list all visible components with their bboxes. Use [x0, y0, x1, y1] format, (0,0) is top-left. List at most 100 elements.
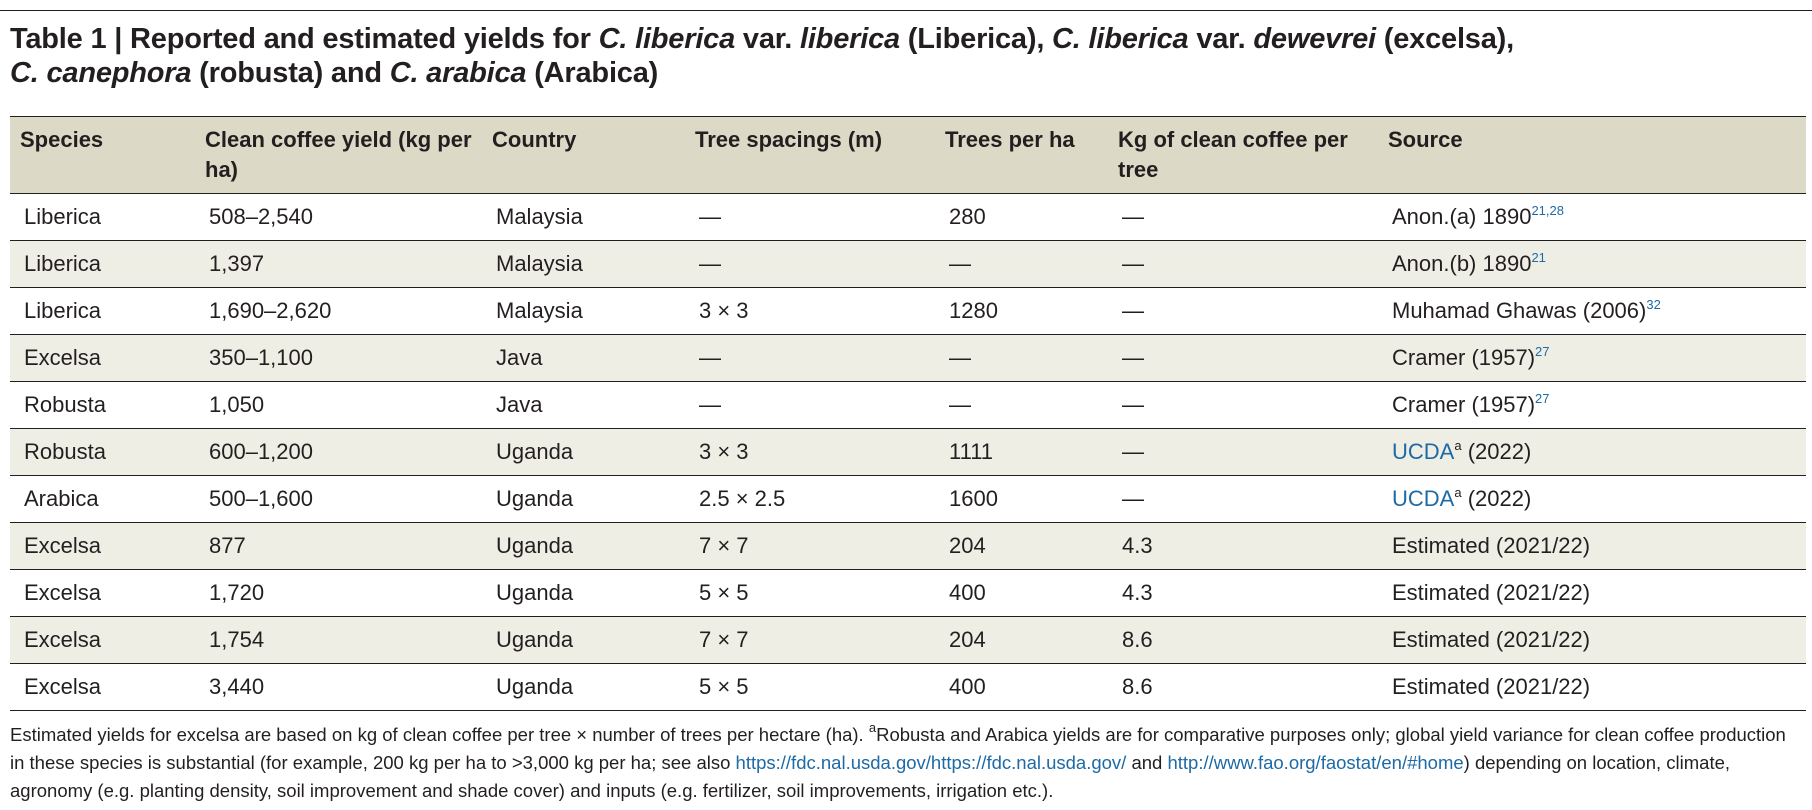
reference-superscript[interactable]: 21,28 — [1531, 203, 1564, 218]
cell-source: Muhamad Ghawas (2006)32 — [1378, 287, 1806, 335]
cell-yield: 1,690–2,620 — [195, 287, 482, 335]
cell-yield: 500–1,600 — [195, 475, 482, 523]
cell-country: Uganda — [482, 522, 685, 570]
source-text: (2022) — [1461, 486, 1532, 511]
usda-link[interactable]: https://fdc.nal.usda.gov/https://fdc.nal… — [735, 752, 1127, 773]
cell-yield: 1,720 — [195, 569, 482, 617]
source-text: (2022) — [1461, 439, 1532, 464]
col-header-country: Country — [482, 116, 685, 194]
cell-country: Uganda — [482, 616, 685, 664]
cell-trees-per-ha: 204 — [935, 616, 1108, 664]
cell-trees-per-ha: — — [935, 381, 1108, 429]
cell-kg-per-tree: — — [1108, 287, 1378, 335]
title-taxon-name: liberica — [799, 23, 900, 55]
cell-species: Excelsa — [10, 569, 195, 617]
title-text-segment: (excelsa), — [1375, 23, 1514, 55]
yields-table: Species Clean coffee yield (kg per ha) C… — [10, 116, 1806, 711]
col-header-trees: Trees per ha — [935, 116, 1108, 194]
col-header-source: Source — [1378, 116, 1806, 194]
cell-spacing: 2.5 × 2.5 — [685, 475, 935, 523]
title-text-segment: (Arabica) — [526, 57, 659, 89]
table-row: Liberica 1,397 Malaysia — — — Anon.(b) 189021 — [10, 240, 1806, 288]
cell-country: Malaysia — [482, 287, 685, 335]
cell-species: Robusta — [10, 381, 195, 429]
table-row: Excelsa 1,754 Uganda 7 × 7 204 8.6 Estimated (… — [10, 616, 1806, 664]
cell-source: Estimated (2021/22) — [1378, 522, 1806, 570]
cell-kg-per-tree: — — [1108, 475, 1378, 523]
cell-yield: 350–1,100 — [195, 334, 482, 382]
cell-source: UCDAa (2022) — [1378, 428, 1806, 476]
title-taxon-name: C. liberica — [598, 23, 736, 55]
cell-kg-per-tree: — — [1108, 193, 1378, 241]
source-link[interactable]: UCDA — [1392, 439, 1455, 464]
cell-trees-per-ha: 280 — [935, 193, 1108, 241]
title-taxon-name: dewevrei — [1253, 23, 1376, 55]
footnote-text: Estimated yields for excelsa are based o… — [10, 724, 869, 745]
footnote-text: Robusta and Arabica yields are for compa… — [10, 724, 1786, 773]
cell-species: Excelsa — [10, 663, 195, 711]
cell-species: Excelsa — [10, 334, 195, 382]
cell-spacing: 5 × 5 — [685, 569, 935, 617]
source-text: Estimated (2021/22) — [1392, 674, 1591, 699]
table-header-row: Species Clean coffee yield (kg per ha) C… — [10, 116, 1806, 194]
cell-species: Robusta — [10, 428, 195, 476]
source-text: Estimated (2021/22) — [1392, 580, 1591, 605]
cell-trees-per-ha: 400 — [935, 569, 1108, 617]
cell-yield: 508–2,540 — [195, 193, 482, 241]
cell-species: Liberica — [10, 240, 195, 288]
cell-yield: 600–1,200 — [195, 428, 482, 476]
cell-trees-per-ha: 400 — [935, 663, 1108, 711]
source-link[interactable]: UCDA — [1392, 486, 1455, 511]
reference-superscript[interactable]: 21 — [1531, 250, 1546, 265]
title-text-segment: var. — [1188, 23, 1254, 55]
table-row: Liberica 1,690–2,620 Malaysia 3 × 3 1280— Muh… — [10, 287, 1806, 335]
reference-superscript[interactable]: 27 — [1535, 391, 1550, 406]
cell-spacing: — — [685, 381, 935, 429]
cell-species: Excelsa — [10, 522, 195, 570]
cell-yield: 1,397 — [195, 240, 482, 288]
table-row: Arabica 500–1,600 Uganda 2.5 × 2.5 1600— UCDA… — [10, 475, 1806, 523]
footnote-marker: a — [868, 720, 877, 735]
source-text: Anon.(b) 1890 — [1392, 251, 1532, 276]
cell-country: Java — [482, 381, 685, 429]
table-label: Table 1 — [10, 23, 107, 55]
cell-source: UCDAa (2022) — [1378, 475, 1806, 523]
source-text: Muhamad Ghawas (2006) — [1392, 298, 1647, 323]
cell-yield: 1,754 — [195, 616, 482, 664]
col-header-species: Species — [10, 116, 195, 194]
table-row: Excelsa 350–1,100 Java — — — Cramer (1957)27 — [10, 334, 1806, 382]
cell-trees-per-ha: — — [935, 240, 1108, 288]
source-text: Cramer (1957) — [1392, 345, 1536, 370]
table-row: Liberica 508–2,540 Malaysia —280— Anon.(a) 1… — [10, 193, 1806, 241]
footnote: Estimated yields for excelsa are based o… — [10, 721, 1800, 805]
cell-kg-per-tree: — — [1108, 334, 1378, 382]
source-text: Estimated (2021/22) — [1392, 627, 1591, 652]
cell-source: Estimated (2021/22) — [1378, 616, 1806, 664]
cell-country: Malaysia — [482, 240, 685, 288]
cell-species: Excelsa — [10, 616, 195, 664]
cell-country: Uganda — [482, 428, 685, 476]
cell-species: Liberica — [10, 287, 195, 335]
table-title: Table 1 | Reported and estimated yields … — [10, 22, 1800, 90]
footnote-marker: a — [1454, 485, 1462, 500]
cell-source: Estimated (2021/22) — [1378, 663, 1806, 711]
reference-superscript[interactable]: 32 — [1646, 297, 1661, 312]
reference-superscript[interactable]: 27 — [1535, 344, 1550, 359]
footnote-marker: a — [1454, 438, 1462, 453]
title-taxon-name: C. arabica — [389, 57, 527, 89]
cell-source: Cramer (1957)27 — [1378, 334, 1806, 382]
col-header-yield: Clean coffee yield (kg per ha) — [195, 116, 482, 194]
cell-country: Uganda — [482, 663, 685, 711]
cell-spacing: — — [685, 240, 935, 288]
col-header-spacing: Tree spacings (m) — [685, 116, 935, 194]
cell-kg-per-tree: — — [1108, 381, 1378, 429]
cell-spacing: 3 × 3 — [685, 287, 935, 335]
table-row: Robusta 1,050 Java — — — Cramer (1957)27 — [10, 381, 1806, 429]
cell-source: Estimated (2021/22) — [1378, 569, 1806, 617]
source-text: Estimated (2021/22) — [1392, 533, 1591, 558]
footnote-text: ) depending on location, climate, agrono… — [10, 752, 1731, 801]
cell-trees-per-ha: 1111 — [935, 428, 1108, 476]
fao-link[interactable]: http://www.fao.org/faostat/en/#home — [1167, 752, 1464, 773]
cell-spacing: 7 × 7 — [685, 522, 935, 570]
col-header-kg-per-tree: Kg of clean coffee per tree — [1108, 116, 1378, 194]
